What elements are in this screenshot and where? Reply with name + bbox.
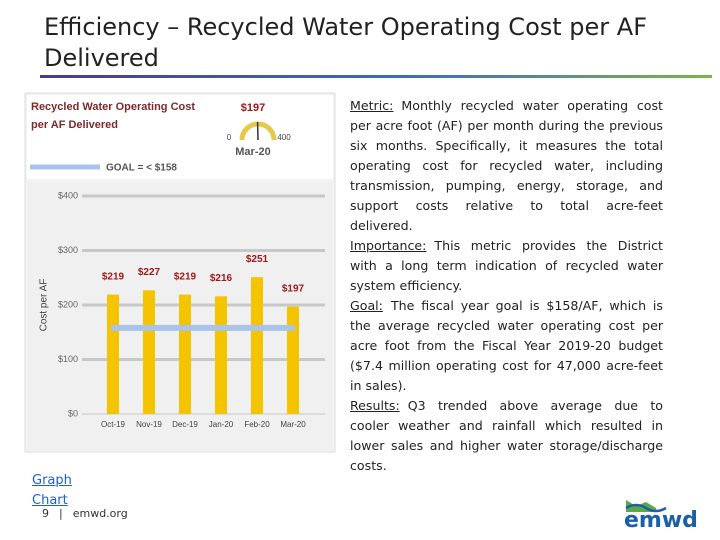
paragraph-body: Monthly recycled water operating cost pe… xyxy=(350,98,663,233)
y-axis-label: Cost per AF xyxy=(39,279,50,332)
slide-title: Efficiency – Recycled Water Operating Co… xyxy=(44,13,648,72)
page-number: 9 xyxy=(42,507,49,520)
gauge-min: 0 xyxy=(227,133,232,142)
bar xyxy=(107,294,119,414)
value-label: $251 xyxy=(246,254,269,265)
bar xyxy=(143,290,155,414)
y-tick-label: $400 xyxy=(58,190,78,200)
y-tick-label: $300 xyxy=(58,245,78,255)
paragraph-body: This metric provides the District with a… xyxy=(350,238,663,293)
y-tick-label: $0 xyxy=(68,408,78,418)
bar xyxy=(251,277,263,414)
chart-title: Recycled Water Operating Cost per AF Del… xyxy=(31,101,196,131)
footer: 9 | emwd.org xyxy=(42,507,138,520)
value-label: $219 xyxy=(102,271,125,282)
paragraph: Importance: This metric provides the Dist… xyxy=(350,236,663,296)
gauge-max: 400 xyxy=(277,133,291,142)
separator: | xyxy=(59,507,63,520)
x-tick-label: Oct-19 xyxy=(101,420,126,429)
site: emwd.org xyxy=(72,507,128,520)
y-tick-label: $200 xyxy=(58,299,78,309)
bar xyxy=(179,294,191,414)
value-label: $216 xyxy=(210,273,233,284)
value-label: $197 xyxy=(282,283,305,294)
paragraph-body: Q3 trended above average due to cooler w… xyxy=(350,398,663,473)
text-block: Metric: Monthly recycled water operating … xyxy=(350,96,663,476)
x-tick-label: Dec-19 xyxy=(172,420,198,429)
paragraph-heading: Metric: xyxy=(350,98,394,113)
bar xyxy=(215,296,227,414)
gauge-value: $197 xyxy=(241,102,265,114)
title-rule xyxy=(40,75,712,78)
paragraph: Metric: Monthly recycled water operating … xyxy=(350,96,663,236)
value-label: $227 xyxy=(138,267,161,278)
paragraph: Goal: The fiscal year goal is $158/AF, wh… xyxy=(350,296,663,396)
x-tick-label: Nov-19 xyxy=(136,420,162,429)
graph-link[interactable]: Graph Chart xyxy=(32,473,72,508)
logo-icon xyxy=(625,500,667,513)
gauge-period: Mar-20 xyxy=(235,146,270,158)
goal-legend-label: GOAL = < $158 xyxy=(106,163,177,174)
logo: emwd xyxy=(624,508,698,533)
x-tick-label: Mar-20 xyxy=(280,420,306,429)
y-tick-label: $100 xyxy=(58,354,78,364)
paragraph-heading: Importance: xyxy=(350,238,427,253)
bar xyxy=(287,306,299,414)
paragraph-heading: Goal: xyxy=(350,298,383,313)
paragraph-heading: Results: xyxy=(350,398,400,413)
x-tick-label: Feb-20 xyxy=(244,420,270,429)
paragraph-body: The fiscal year goal is $158/AF, which i… xyxy=(350,298,663,393)
value-label: $219 xyxy=(174,271,197,282)
x-tick-label: Jan-20 xyxy=(209,420,234,429)
paragraph: Results: Q3 trended above average due to … xyxy=(350,396,663,476)
